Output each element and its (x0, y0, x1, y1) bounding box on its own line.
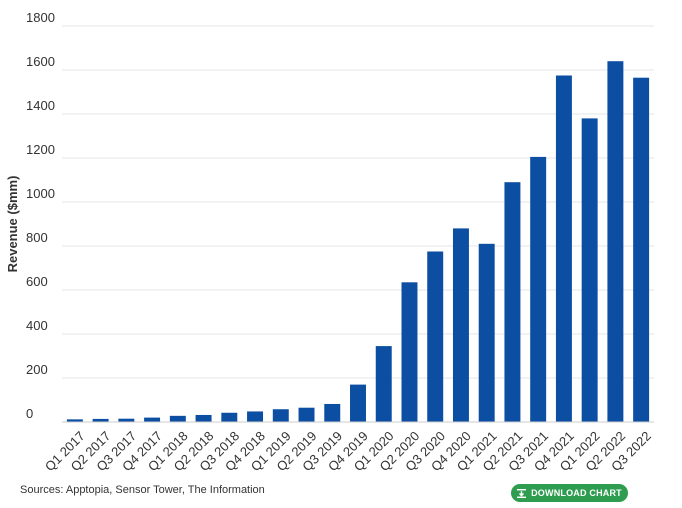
grid-lines (62, 25, 654, 379)
bar-q2-2022 (607, 61, 624, 422)
bar-q2-2019 (298, 407, 315, 422)
y-tick-label: 800 (26, 230, 48, 245)
bar-q3-2017 (118, 418, 135, 422)
bar-q3-2020 (427, 251, 444, 422)
y-tick-label: 1600 (26, 54, 55, 69)
bar-q1-2018 (169, 415, 186, 422)
bar-q4-2021 (555, 75, 572, 422)
bar-q1-2019 (272, 409, 289, 422)
bar-q1-2022 (581, 118, 598, 423)
download-chart-button[interactable]: DOWNLOAD CHART (511, 484, 628, 502)
bar-q4-2018 (247, 411, 264, 422)
y-tick-label: 1800 (26, 10, 55, 25)
bar-q4-2020 (452, 228, 469, 422)
source-note: Sources: Apptopia, Sensor Tower, The Inf… (20, 484, 265, 496)
revenue-bar-chart: 0 200 400 600 800 1000 1200 1400 1600 1800 Q1 201… (5, 10, 654, 474)
y-axis-title: Revenue ($mm) (5, 176, 20, 273)
y-tick-label: 0 (26, 406, 33, 421)
y-tick-label: 1000 (26, 186, 55, 201)
bar-q2-2017 (92, 418, 109, 422)
bar-q1-2017 (66, 419, 83, 422)
bar-q2-2020 (401, 282, 418, 422)
bar-q1-2020 (375, 346, 392, 422)
download-icon (517, 488, 527, 498)
bar-q3-2022 (633, 77, 650, 422)
bar-q4-2017 (144, 417, 161, 422)
bar-q3-2021 (530, 156, 547, 422)
y-tick-label: 600 (26, 274, 48, 289)
bar-q3-2018 (221, 412, 238, 422)
y-tick-label: 1200 (26, 142, 55, 157)
bars (66, 61, 650, 423)
y-tick-label: 400 (26, 318, 48, 333)
y-tick-label: 1400 (26, 98, 55, 113)
bar-q1-2021 (478, 243, 495, 422)
bar-q3-2019 (324, 403, 341, 422)
bar-q2-2021 (504, 182, 521, 422)
bar-q4-2019 (350, 384, 366, 422)
y-tick-label: 200 (26, 362, 48, 377)
bar-q2-2018 (195, 414, 212, 422)
y-axis-ticks: 0 200 400 600 800 1000 1200 1400 1600 1800 (26, 10, 55, 421)
download-chart-label: DOWNLOAD CHART (531, 488, 622, 498)
